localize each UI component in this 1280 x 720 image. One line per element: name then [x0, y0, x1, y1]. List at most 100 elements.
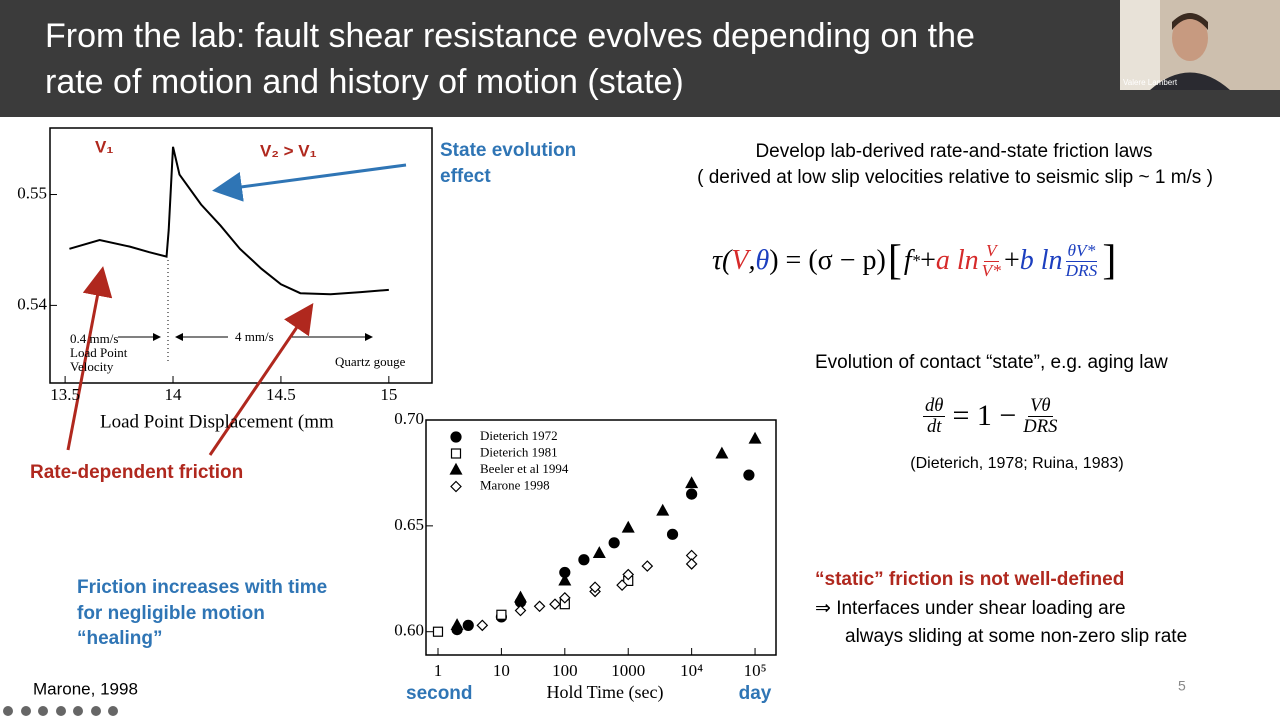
data-point	[748, 431, 762, 444]
right-plot-frame	[425, 419, 777, 656]
note: ⇒ Interfaces under shear loading are	[815, 598, 1126, 619]
eq-part: V*	[981, 260, 1001, 280]
eq-part: *	[911, 251, 921, 270]
data-point	[578, 554, 590, 566]
data-point	[743, 469, 755, 481]
x-tick-label: 10⁵	[744, 661, 767, 680]
data-point	[462, 619, 474, 631]
annotation: second	[406, 683, 473, 704]
eq-part: +	[920, 245, 936, 276]
eq-part: ) = (σ − p)	[769, 245, 886, 276]
equation: τ(V, θ) = (σ − p)[f * + a ln V V* + b ln θV* D…	[712, 238, 1117, 284]
data-point	[589, 581, 601, 594]
eq-part: +	[1003, 245, 1020, 276]
eq-part: a ln	[935, 245, 979, 276]
left-plot-frame	[49, 127, 433, 384]
annotation: Velocity	[70, 359, 114, 374]
eq-part: V	[731, 245, 749, 276]
equation: dθ dt = 1 − Vθ DRS	[920, 396, 1060, 436]
note: “healing”	[77, 628, 163, 649]
note: effect	[440, 166, 491, 187]
note: Evolution of contact “state”, e.g. aging…	[815, 352, 1168, 373]
y-tick-label: 0.70	[394, 409, 424, 428]
x-tick-label: 15	[380, 385, 397, 404]
toolbar[interactable]	[3, 706, 118, 716]
data-point	[496, 609, 507, 620]
data-point	[666, 528, 679, 540]
x-tick-label: 10	[493, 661, 510, 680]
y-tick-label: 0.60	[394, 621, 424, 640]
data-point	[685, 558, 698, 570]
legend-marker	[449, 462, 463, 475]
eq-part: f	[903, 245, 912, 276]
annotation: Quartz gouge	[335, 354, 406, 369]
annotation: Load Point	[70, 345, 128, 360]
data-point	[450, 618, 464, 630]
annotation: day	[739, 683, 772, 704]
data-point	[621, 520, 635, 533]
legend-label: Dieterich 1972	[480, 428, 558, 443]
legend-label: Beeler et al 1994	[480, 461, 569, 476]
annotation: V₁	[95, 137, 113, 156]
arrow	[66, 266, 113, 451]
data-point	[432, 626, 444, 637]
data-point	[656, 503, 670, 516]
x-tick-label: 1	[434, 661, 443, 680]
title: From the lab: fault shear resistance evo…	[45, 17, 975, 55]
note: Rate-dependent friction	[30, 462, 243, 483]
note: for negligible motion	[77, 603, 265, 624]
data-line	[69, 146, 389, 296]
eq-part: V	[983, 241, 999, 262]
y-tick-label: 0.55	[17, 183, 47, 202]
eq-part: DRS	[1023, 415, 1058, 437]
y-tick-label: 0.65	[394, 515, 424, 534]
note: “static” friction is not well-defined	[815, 569, 1124, 590]
note: State evolution	[440, 140, 576, 161]
x-tick-label: 13.5	[50, 385, 80, 404]
note: (Dieterich, 1978; Ruina, 1983)	[910, 455, 1123, 472]
data-point	[715, 446, 729, 459]
note: Develop lab-derived rate-and-state frict…	[755, 141, 1152, 162]
y-tick-label: 0.54	[17, 294, 47, 313]
legend-label: Marone 1998	[480, 477, 550, 492]
data-point	[608, 537, 620, 549]
arrow	[212, 163, 407, 202]
header-bar	[0, 0, 1280, 117]
eq-part: θV*	[1065, 241, 1098, 262]
data-point	[622, 568, 635, 581]
x-axis-label: Hold Time (sec)	[547, 682, 664, 703]
eq-part: ,	[748, 245, 756, 276]
x-tick-label: 10⁴	[680, 661, 703, 680]
data-point	[558, 573, 572, 586]
eq-part: τ(	[712, 245, 732, 276]
legend-marker	[450, 431, 462, 443]
webcam: Valere Lambert	[1120, 0, 1280, 90]
eq-part: Vθ	[1028, 395, 1053, 417]
eq-part: b ln	[1019, 245, 1063, 276]
legend-label: Dieterich 1981	[480, 444, 558, 459]
legend-marker	[450, 480, 462, 493]
data-point	[476, 619, 489, 632]
page-number: 5	[1178, 678, 1186, 694]
data-point	[558, 591, 571, 604]
data-point	[592, 546, 606, 558]
data-point	[616, 579, 628, 591]
eq-part: dθ	[923, 395, 946, 417]
webcam-name: Valere Lambert	[1123, 78, 1178, 87]
eq-part: = 1 −	[952, 399, 1017, 433]
x-axis-label: Load Point Displacement (mm	[100, 411, 334, 432]
eq-part: DRS	[1065, 260, 1098, 280]
data-point	[533, 600, 546, 613]
eq-part: dt	[926, 415, 942, 437]
legend-marker	[450, 448, 462, 459]
data-point	[641, 560, 654, 572]
data-point	[685, 476, 699, 489]
data-point	[549, 598, 561, 611]
x-tick-label: 100	[552, 661, 578, 680]
title: rate of motion and history of motion (st…	[45, 63, 684, 101]
note: always sliding at some non-zero slip rat…	[845, 626, 1187, 647]
annotation: 4 mm/s	[235, 329, 274, 344]
arrow	[208, 303, 314, 456]
note: Marone, 1998	[33, 679, 138, 698]
